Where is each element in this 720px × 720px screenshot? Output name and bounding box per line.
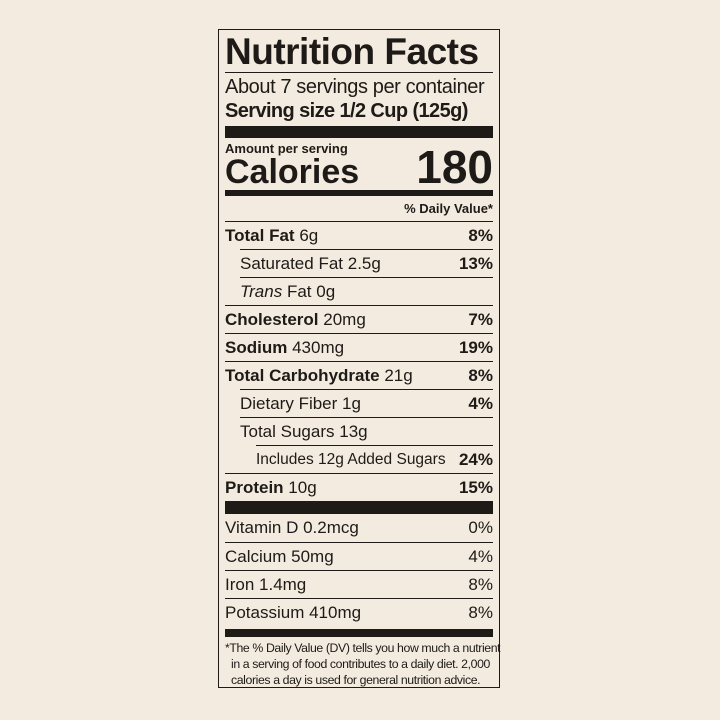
nutrient-dv: 13% bbox=[458, 253, 493, 273]
calories-value: 180 bbox=[416, 141, 493, 193]
nutrient-dv: 8% bbox=[468, 365, 493, 385]
nutrient-row-cholesterol: Cholesterol 20mg 7% bbox=[225, 305, 493, 333]
nutrient-name: Saturated Fat bbox=[240, 253, 344, 273]
vitamin-row-iron: Iron 1.4mg 8% bbox=[225, 570, 493, 598]
nutrient-row-dietary-fiber: Dietary Fiber 1g 4% bbox=[240, 389, 493, 417]
nutrient-row-trans-fat: Trans Fat 0g bbox=[240, 277, 493, 305]
vitamin-name: Iron 1.4mg bbox=[225, 574, 307, 594]
nutrient-amount: 20mg bbox=[323, 309, 366, 329]
vitamin-name: Calcium 50mg bbox=[225, 546, 334, 566]
vitamin-dv: 4% bbox=[468, 546, 493, 566]
nutrient-name: Dietary Fiber bbox=[240, 393, 338, 413]
nutrient-row-protein: Protein 10g 15% bbox=[225, 473, 493, 501]
vitamin-name: Vitamin D 0.2mcg bbox=[225, 518, 359, 537]
servings-per-container: About 7 servings per container bbox=[225, 76, 485, 98]
nutrient-amount: 6g bbox=[299, 225, 319, 245]
nutrient-name: Protein bbox=[225, 477, 284, 497]
footnote-line: *The % Daily Value (DV) tells you how mu… bbox=[225, 641, 501, 655]
nutrient-amount: 21g bbox=[384, 365, 413, 385]
nutrient-dv: 8% bbox=[468, 225, 493, 245]
nutrient-amount: 10g bbox=[288, 477, 317, 497]
nutrient-row-saturated-fat: Saturated Fat 2.5g 13% bbox=[240, 249, 493, 277]
nutrient-name: Trans bbox=[240, 281, 283, 301]
divider-thick bbox=[225, 501, 493, 514]
nutrient-dv: 24% bbox=[458, 449, 493, 469]
nutrient-name: Total Carbohydrate bbox=[225, 365, 380, 385]
vitamin-dv: 8% bbox=[468, 574, 493, 594]
divider-thick bbox=[225, 126, 493, 138]
divider-medium bbox=[225, 190, 493, 196]
nutrient-amount: 430mg bbox=[292, 337, 345, 357]
divider bbox=[225, 72, 493, 73]
nutrient-dv: 15% bbox=[458, 477, 493, 497]
vitamin-row-vitamin-d: Vitamin D 0.2mcg 0% bbox=[225, 514, 493, 542]
serving-size: Serving size 1/2 Cup (125g) bbox=[225, 100, 468, 122]
calories-row: Calories 180 bbox=[225, 144, 493, 191]
nutrition-facts-label: Nutrition Facts About 7 servings per con… bbox=[218, 29, 501, 688]
nutrient-name: Total Fat bbox=[225, 225, 295, 245]
nutrient-row-total-sugars: Total Sugars 13g bbox=[240, 417, 493, 445]
nutrient-name: Cholesterol bbox=[225, 309, 319, 329]
nutrient-name-suffix: Fat bbox=[286, 281, 312, 301]
amount-per-serving: Amount per serving bbox=[225, 141, 348, 156]
divider-medium bbox=[225, 629, 493, 637]
nutrient-row-added-sugars: Includes 12g Added Sugars 24% bbox=[256, 445, 493, 473]
vitamin-name: Potassium 410mg bbox=[225, 602, 362, 622]
footnote-line: in a serving of food contributes to a da… bbox=[231, 657, 490, 671]
footnote-line: calories a day is used for general nutri… bbox=[231, 673, 481, 687]
vitamin-row-potassium: Potassium 410mg 8% bbox=[225, 598, 493, 626]
nutrient-row-total-fat: Total Fat 6g 8% bbox=[225, 221, 493, 249]
nutrient-dv: 19% bbox=[458, 337, 493, 357]
nutrient-dv: 7% bbox=[468, 309, 493, 329]
nutrient-name: Total Sugars bbox=[240, 421, 335, 441]
nutrient-row-sodium: Sodium 430mg 19% bbox=[225, 333, 493, 361]
nutrient-name: Sodium bbox=[225, 337, 288, 357]
nutrient-name: Includes 12g Added Sugars bbox=[256, 450, 446, 468]
vitamin-dv: 0% bbox=[468, 518, 493, 537]
vitamin-dv: 8% bbox=[468, 602, 493, 622]
nutrient-amount: 2.5g bbox=[347, 253, 381, 273]
nutrient-dv: 4% bbox=[468, 393, 493, 413]
nutrient-amount: 1g bbox=[342, 393, 361, 413]
nutrient-row-total-carbohydrate: Total Carbohydrate 21g 8% bbox=[225, 361, 493, 389]
calories-label: Calories bbox=[225, 153, 360, 191]
nutrient-amount: 13g bbox=[339, 421, 368, 441]
vitamin-row-calcium: Calcium 50mg 4% bbox=[225, 542, 493, 570]
daily-value-header: % Daily Value* bbox=[404, 201, 493, 216]
footnote: *The % Daily Value (DV) tells you how mu… bbox=[225, 640, 501, 688]
label-title: Nutrition Facts bbox=[225, 31, 479, 72]
nutrient-amount: 0g bbox=[316, 281, 336, 301]
